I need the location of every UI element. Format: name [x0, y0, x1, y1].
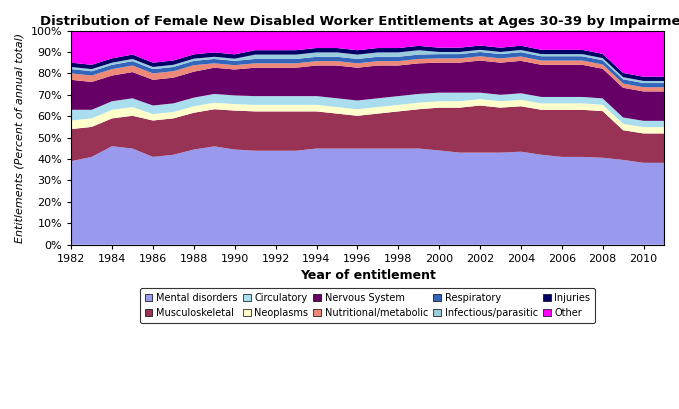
X-axis label: Year of entitlement: Year of entitlement — [299, 269, 435, 282]
Legend: Mental disorders, Musculoskeletal, Circulatory, Neoplasms, Nervous System, Nutri: Mental disorders, Musculoskeletal, Circu… — [140, 288, 595, 323]
Title: Distribution of Female New Disabled Worker Entitlements at Ages 30-39 by Impairm: Distribution of Female New Disabled Work… — [39, 15, 679, 28]
Y-axis label: Entitlements (Percent of annual total): Entitlements (Percent of annual total) — [15, 33, 25, 243]
